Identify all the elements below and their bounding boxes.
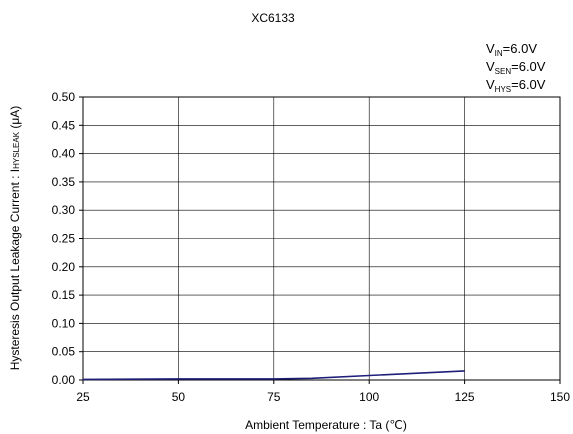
y-tick-label: 0.00	[52, 373, 76, 387]
y-tick-label: 0.45	[52, 118, 76, 132]
y-tick-label: 0.20	[52, 260, 76, 274]
x-tick-label: 150	[550, 390, 570, 404]
y-tick-label: 0.25	[52, 232, 76, 246]
y-tick-label: 0.40	[52, 147, 76, 161]
x-tick-label: 25	[76, 390, 90, 404]
series-line-0	[82, 370, 465, 381]
y-axis-label: Hysteresis Output Leakage Current : IHYS…	[8, 106, 22, 371]
condition-vin: VIN=6.0V	[486, 41, 538, 58]
y-tick-label: 0.50	[52, 90, 76, 104]
x-axis-ticks: 25 50 75 100 125 150	[76, 380, 570, 404]
x-axis-label: Ambient Temperature : Ta (℃)	[245, 418, 407, 432]
condition-vhys: VHYS=6.0V	[486, 77, 546, 94]
x-tick-label: 100	[359, 390, 379, 404]
grid	[83, 97, 560, 380]
y-tick-label: 0.30	[52, 203, 76, 217]
y-tick-label: 0.15	[52, 288, 76, 302]
y-axis-ticks: 0.00 0.05 0.10 0.15 0.20 0.25 0.30 0.35 0.40 0.45…	[52, 90, 83, 387]
x-tick-label: 50	[172, 390, 186, 404]
y-tick-label: 0.05	[52, 345, 76, 359]
y-tick-label: 0.35	[52, 175, 76, 189]
x-tick-label: 75	[267, 390, 281, 404]
x-tick-label: 125	[455, 390, 475, 404]
condition-vsen: VSEN=6.0V	[486, 59, 546, 76]
chart-title: XC6133	[251, 11, 295, 25]
y-tick-label: 0.10	[52, 316, 76, 330]
series-layer	[82, 370, 465, 381]
